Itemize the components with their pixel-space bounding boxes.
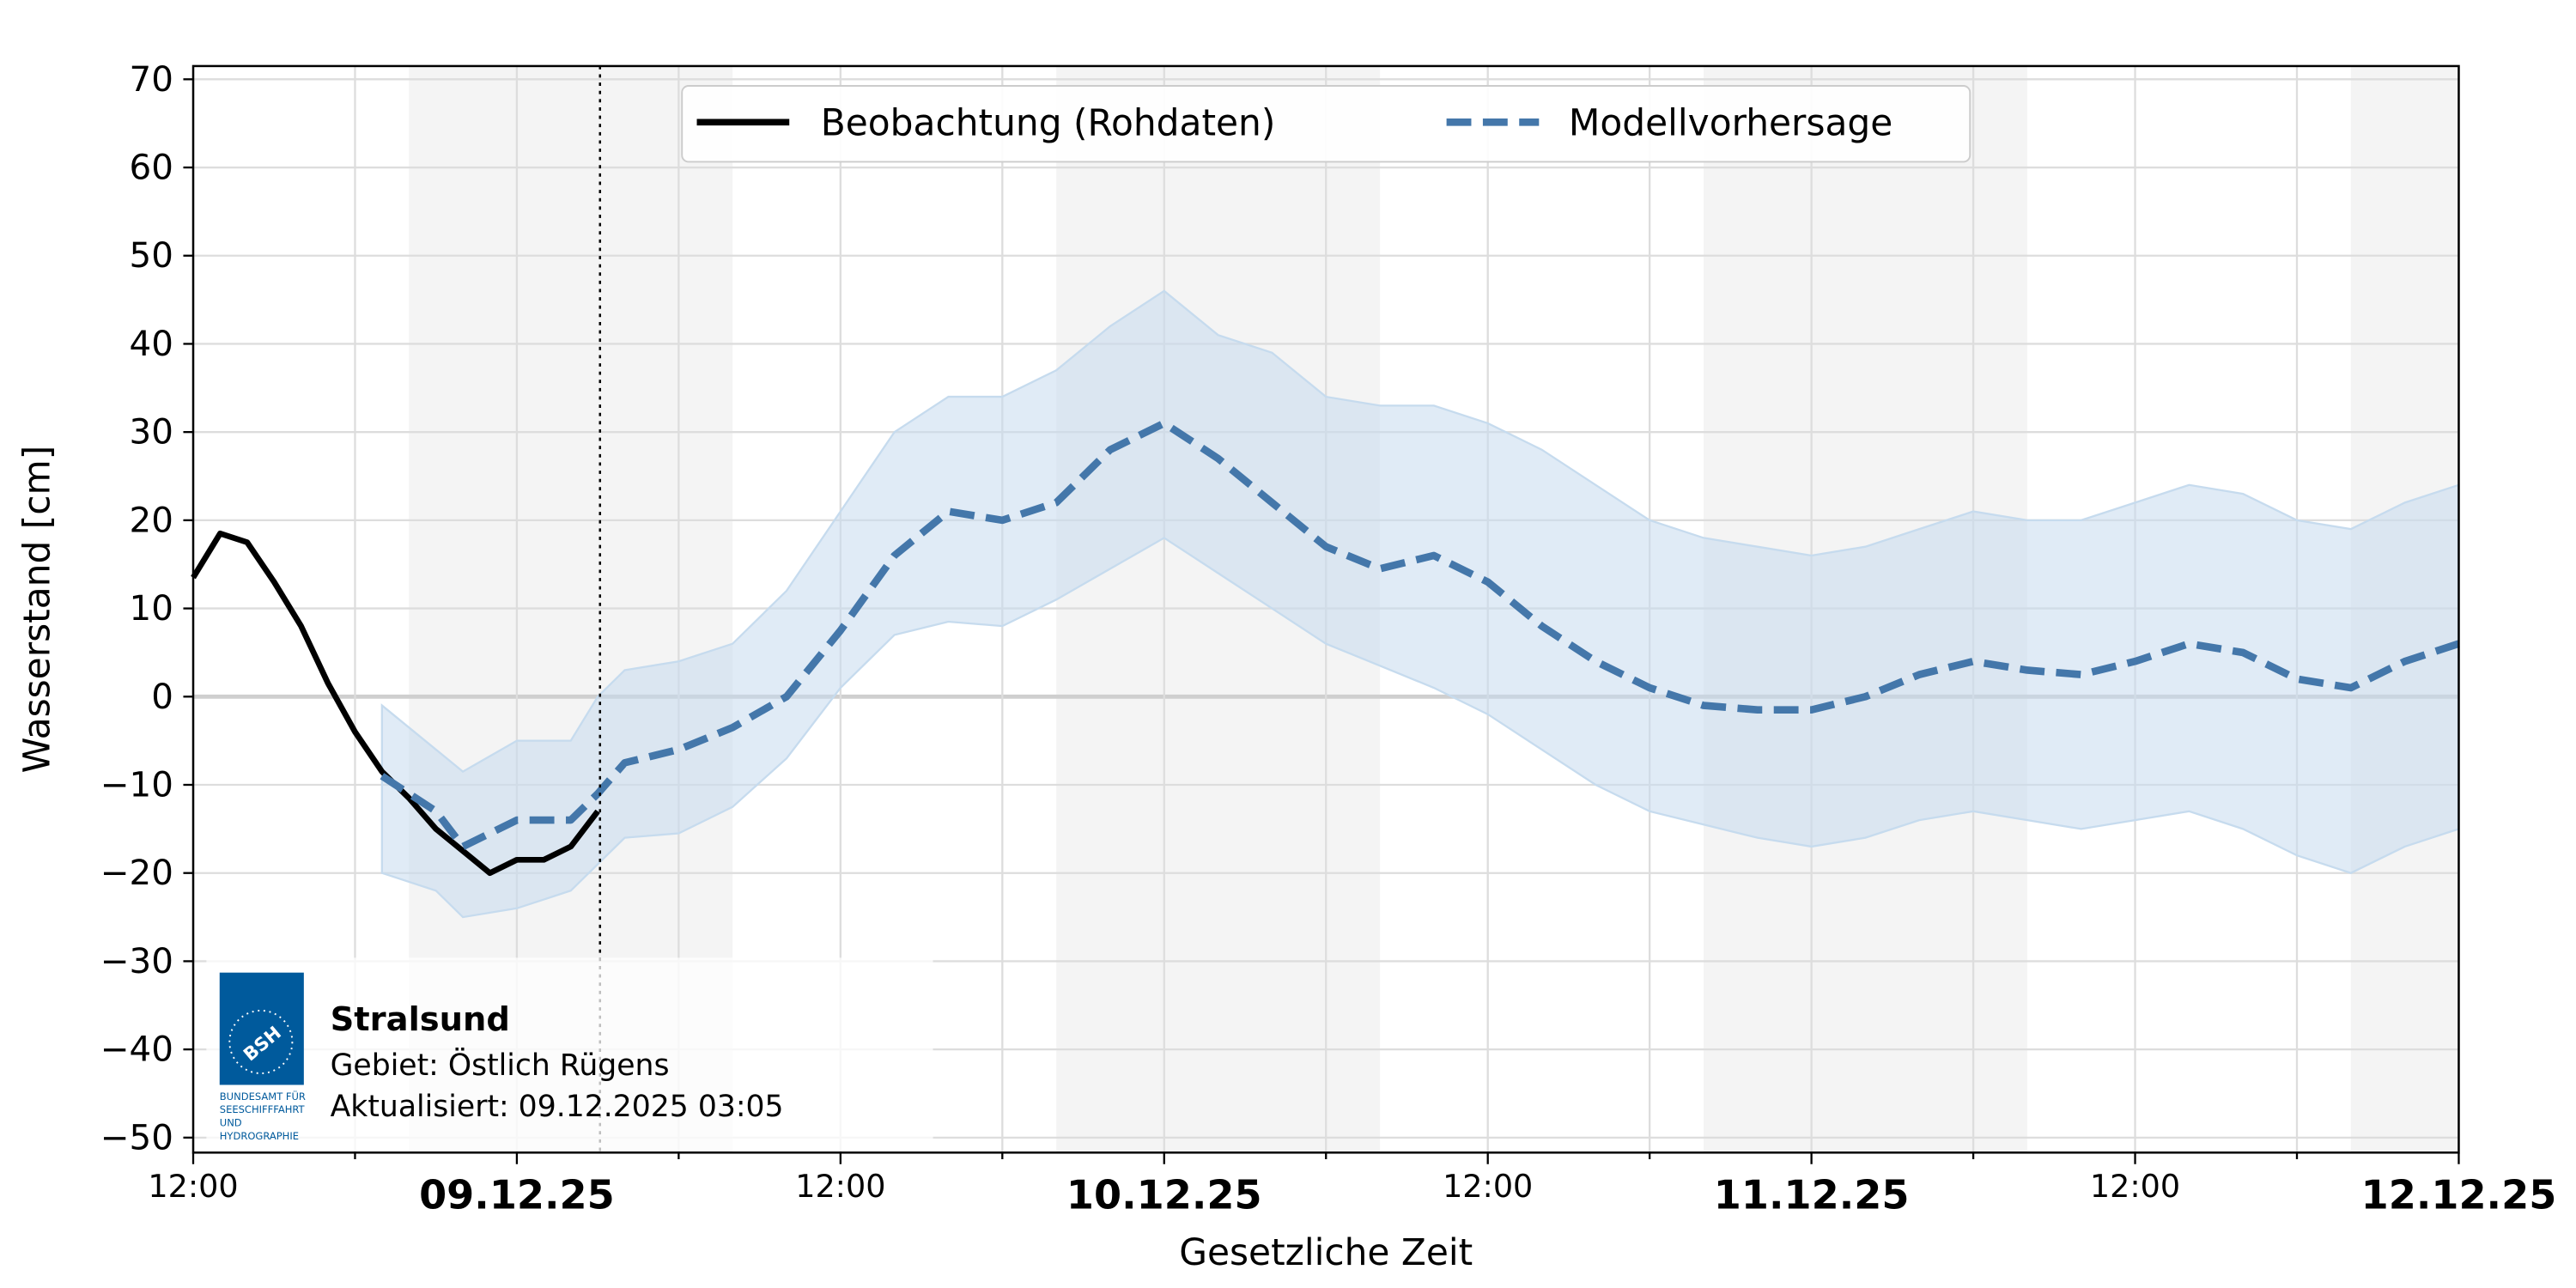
x-axis-label: Gesetzliche Zeit bbox=[1179, 1231, 1473, 1273]
x-date-label: 12.12.25 bbox=[2361, 1172, 2557, 1218]
y-tick-label: 20 bbox=[130, 500, 173, 540]
plot-layer bbox=[191, 65, 2460, 1153]
info-background bbox=[206, 957, 933, 1151]
legend-box bbox=[681, 85, 1971, 163]
info-box: BSH BUNDESAMT FÜR SEESCHIFFFAHRT UND HYD… bbox=[206, 957, 933, 1151]
legend-label: Modellvorhersage bbox=[1569, 102, 1893, 144]
y-tick-label: 30 bbox=[130, 412, 173, 453]
legend: Beobachtung (Rohdaten) Modellvorhersage bbox=[681, 85, 1971, 163]
updated: Aktualisiert: 09.12.2025 03:05 bbox=[331, 1090, 784, 1124]
x-date-label: 09.12.25 bbox=[419, 1172, 615, 1218]
x-date-label: 10.12.25 bbox=[1066, 1172, 1262, 1218]
logo-caption: UND bbox=[220, 1117, 242, 1129]
y-tick-label: 40 bbox=[130, 324, 173, 364]
x-tick-label: 12:00 bbox=[2090, 1168, 2180, 1205]
logo bbox=[219, 972, 304, 1085]
x-date-label: 11.12.25 bbox=[1714, 1172, 1910, 1218]
y-tick-label: −40 bbox=[100, 1030, 173, 1070]
y-tick-label: 10 bbox=[130, 588, 173, 629]
x-tick-label: 12:00 bbox=[1443, 1168, 1533, 1205]
legend-label: Beobachtung (Rohdaten) bbox=[821, 102, 1276, 144]
logo-caption: HYDROGRAPHIE bbox=[220, 1130, 299, 1142]
logo-ring bbox=[228, 1009, 294, 1074]
y-tick-label: −50 bbox=[100, 1117, 173, 1157]
station-name: Stralsund bbox=[331, 1000, 510, 1039]
y-axis-label: Wasserstand [cm] bbox=[16, 446, 58, 774]
logo-caption: BUNDESAMT FÜR bbox=[220, 1089, 306, 1103]
y-tick-label: 50 bbox=[130, 235, 173, 276]
y-tick-label: 0 bbox=[151, 677, 173, 717]
y-tick-label: 70 bbox=[130, 59, 173, 100]
region: Gebiet: Östlich Rügens bbox=[331, 1047, 670, 1083]
y-tick-label: −20 bbox=[100, 853, 173, 893]
x-tick-label: 12:00 bbox=[795, 1168, 885, 1205]
logo-caption: SEESCHIFFFAHRT bbox=[220, 1103, 306, 1115]
y-tick-label: 60 bbox=[130, 148, 173, 188]
y-tick-label: −10 bbox=[100, 764, 173, 805]
forecast-line bbox=[380, 419, 2460, 851]
y-tick-label: −30 bbox=[100, 941, 173, 981]
x-tick-label: 12:00 bbox=[148, 1168, 238, 1205]
axes-layer: −50 −40 −30 −20 −10 0 10 20 30 40 50 60 70 12:00 09.12… bbox=[100, 59, 2557, 1218]
